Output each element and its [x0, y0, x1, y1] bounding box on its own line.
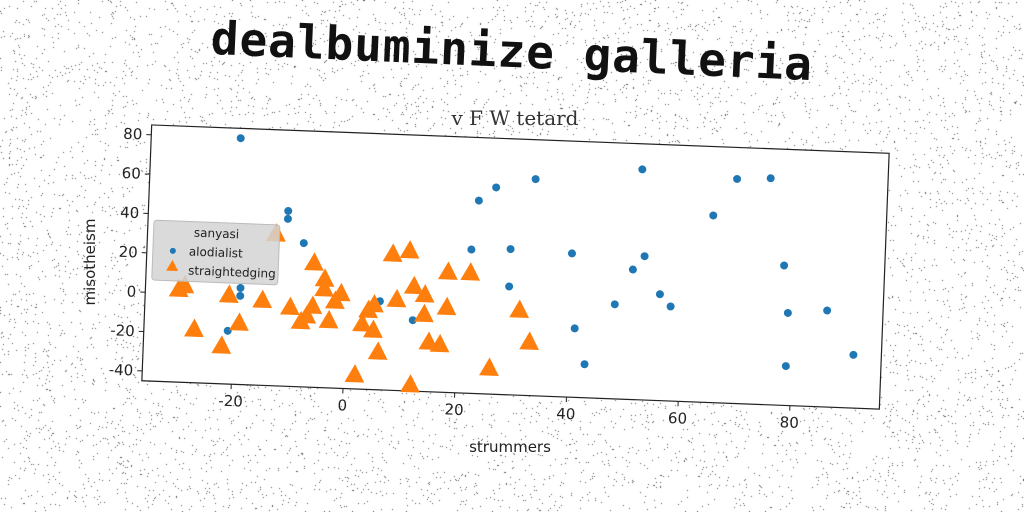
- point-alodialist: [284, 206, 293, 215]
- point-alodialist: [236, 134, 245, 143]
- point-straightedging: [302, 295, 323, 315]
- y-tick-label: -20: [110, 321, 135, 340]
- x-tick-label: 0: [337, 396, 347, 414]
- point-straightedging: [460, 262, 481, 281]
- point-alodialist: [223, 326, 232, 335]
- legend-label-alodialist: alodialist: [189, 244, 244, 260]
- point-straightedging: [400, 374, 420, 393]
- point-straightedging: [184, 318, 204, 338]
- point-straightedging: [211, 335, 232, 354]
- x-tick-label: 20: [444, 400, 464, 419]
- legend-marker-alodialist: [169, 247, 176, 254]
- point-straightedging: [363, 319, 383, 339]
- point-straightedging: [296, 305, 317, 324]
- point-straightedging: [436, 296, 457, 316]
- point-straightedging: [229, 312, 249, 331]
- point-straightedging: [519, 331, 540, 350]
- point-alodialist: [531, 175, 540, 184]
- point-alodialist: [780, 261, 789, 270]
- x-axis-label: strummers: [469, 438, 551, 456]
- y-tick-label: 0: [126, 282, 136, 300]
- point-alodialist: [849, 350, 858, 359]
- point-straightedging: [252, 289, 273, 309]
- y-tick-label: 20: [118, 243, 138, 262]
- x-tick-label: -20: [218, 392, 243, 411]
- point-alodialist: [299, 239, 308, 248]
- point-straightedging: [399, 240, 420, 259]
- point-alodialist: [638, 165, 647, 174]
- y-tick-label: 40: [120, 203, 140, 222]
- point-alodialist: [467, 245, 476, 254]
- point-alodialist: [733, 174, 742, 183]
- point-alodialist: [236, 291, 245, 300]
- point-straightedging: [314, 278, 335, 297]
- legend-label-straightedging: straightedging: [188, 263, 276, 280]
- point-straightedging: [318, 309, 339, 329]
- point-straightedging: [344, 364, 365, 383]
- point-alodialist: [570, 324, 579, 333]
- point-straightedging: [479, 357, 499, 377]
- point-alodialist: [666, 302, 675, 311]
- point-alodialist: [580, 360, 589, 369]
- point-alodialist: [655, 290, 664, 299]
- point-straightedging: [437, 261, 458, 280]
- point-alodialist: [283, 214, 292, 223]
- x-tick-label: 40: [556, 405, 576, 424]
- y-tick-label: 80: [123, 125, 143, 144]
- point-straightedging: [218, 284, 239, 303]
- point-straightedging: [304, 252, 324, 271]
- point-alodialist: [505, 282, 514, 291]
- legend-box: [151, 219, 281, 286]
- point-straightedging: [352, 313, 372, 332]
- point-alodialist: [610, 300, 619, 309]
- point-alodialist: [783, 308, 792, 317]
- point-straightedging: [509, 299, 530, 319]
- point-straightedging: [314, 268, 335, 287]
- point-straightedging: [414, 284, 435, 303]
- point-straightedging: [413, 303, 434, 323]
- point-straightedging: [174, 274, 195, 294]
- y-axis-label: misotheism: [81, 219, 99, 306]
- point-straightedging: [363, 293, 384, 313]
- point-alodialist: [506, 245, 515, 254]
- point-alodialist: [709, 211, 718, 220]
- point-alodialist: [236, 283, 245, 292]
- x-tick-label: 80: [779, 413, 799, 432]
- point-straightedging: [382, 243, 403, 262]
- point-alodialist: [823, 306, 832, 315]
- point-alodialist: [640, 252, 649, 261]
- point-straightedging: [367, 341, 388, 360]
- legend-title: sanyasi: [194, 226, 240, 242]
- chart-subtitle: v F W tetard: [451, 106, 579, 130]
- legend: sanyasi alodialist straightedging: [151, 219, 281, 286]
- y-tick-label: -40: [108, 361, 133, 380]
- point-straightedging: [403, 275, 424, 295]
- x-tick-label: 60: [668, 409, 688, 428]
- point-straightedging: [330, 282, 351, 302]
- point-alodialist: [628, 265, 637, 274]
- point-alodialist: [567, 249, 576, 258]
- point-alodialist: [408, 316, 417, 325]
- point-straightedging: [279, 296, 300, 316]
- point-alodialist: [781, 362, 790, 371]
- point-alodialist: [766, 174, 775, 183]
- y-tick-label: 60: [121, 164, 141, 183]
- point-alodialist: [474, 196, 483, 205]
- point-straightedging: [386, 288, 407, 308]
- legend-marker-straightedging: [166, 259, 179, 272]
- point-alodialist: [492, 183, 501, 192]
- point-straightedging: [429, 333, 450, 353]
